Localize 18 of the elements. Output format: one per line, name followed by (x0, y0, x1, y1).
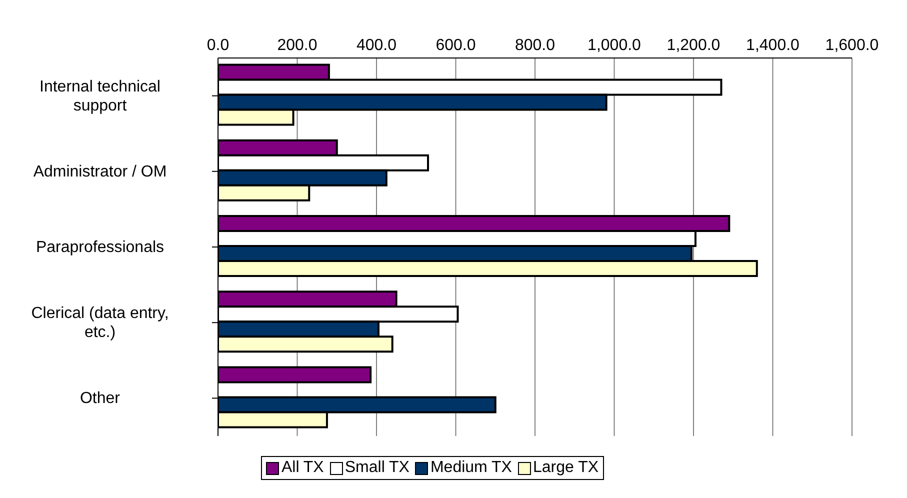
x-tick-label: 1,400.0 (746, 37, 800, 54)
x-tick-label: 1,200.0 (666, 37, 720, 54)
x-tick-label: 400.0 (356, 37, 397, 54)
y-tick-label: Paraprofessionals (36, 238, 164, 256)
y-tick-label: Internal technical support (40, 78, 160, 114)
y-tick-label: Administrator / OM (33, 162, 167, 180)
x-tick-label: 0.0 (206, 37, 230, 54)
x-tick-label: 200.0 (277, 37, 318, 54)
legend-label: All TX (280, 459, 324, 477)
y-tick-label: Other (80, 390, 121, 407)
x-tick-label: 600.0 (436, 37, 476, 54)
x-tick-label: 1,000.0 (588, 37, 642, 54)
y-tick-label: Clerical (data entry, etc.) (31, 304, 169, 341)
legend-label: Medium TX (429, 459, 512, 477)
x-tick-label: 800.0 (514, 37, 556, 54)
legend-label: Large TX (532, 459, 599, 477)
legend-label: Small TX (344, 459, 410, 477)
x-tick-label: 1,600.0 (825, 37, 879, 54)
